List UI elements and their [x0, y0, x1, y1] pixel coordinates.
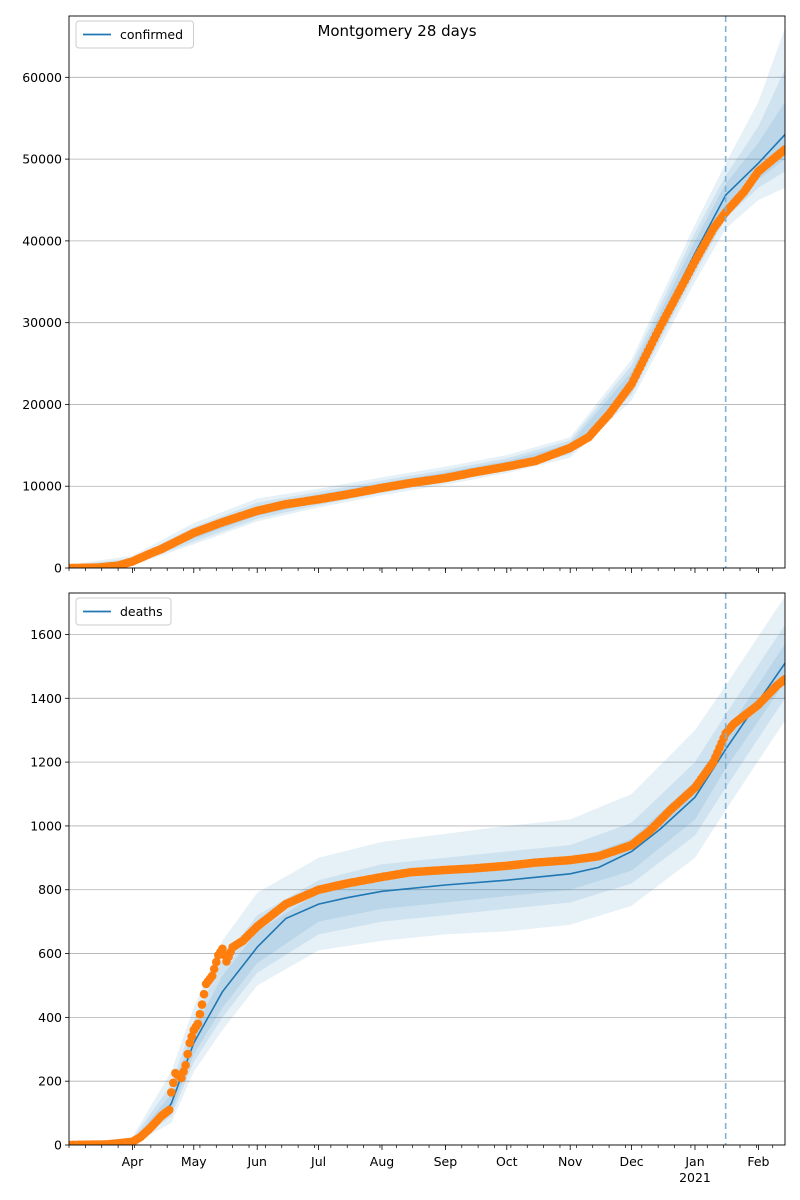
x-tick-label: Dec — [619, 1154, 643, 1169]
observed-point — [183, 1049, 192, 1059]
observed-point — [169, 1078, 178, 1088]
observed-point — [164, 1105, 174, 1115]
observed-point — [181, 1060, 190, 1070]
plot-area — [69, 596, 785, 1145]
confirmed-panel: 0 10000 20000 30000 40000 50000 60000 confirmed — [22, 15, 786, 576]
legend-box — [75, 20, 194, 49]
figure-title: Montgomery 28 days — [317, 22, 476, 40]
deaths-panel: 0 200 400 600 800 1000 1200 1400 1600 Apr May Jun Ju… — [30, 592, 786, 1185]
y-tick-label: 60000 — [22, 70, 62, 85]
x-tick-label: May — [181, 1154, 207, 1169]
x-tick-sublabel: 2021 — [679, 1170, 711, 1185]
uncertainty-band-3 — [69, 644, 785, 1145]
legend-label: confirmed — [120, 27, 183, 42]
observed-point — [167, 1088, 176, 1097]
legend-box — [75, 597, 172, 626]
x-tick-label: Jul — [310, 1154, 326, 1169]
x-tick-label: Apr — [122, 1154, 144, 1169]
observed-point — [209, 964, 219, 974]
x-tick-label: Oct — [496, 1154, 518, 1169]
y-tick-label: 0 — [54, 561, 62, 576]
observed-point — [199, 989, 209, 999]
legend: deaths — [75, 597, 172, 626]
y-tick-label: 40000 — [22, 233, 62, 248]
y-tick-label: 1200 — [30, 755, 62, 770]
axes-frame — [68, 15, 786, 569]
y-tick-label: 30000 — [22, 315, 62, 330]
y-tick-label: 20000 — [22, 397, 62, 412]
observed-points — [69, 145, 785, 568]
x-tick-label: Feb — [747, 1154, 769, 1169]
uncertainty-band-3 — [69, 101, 785, 568]
y-tick-label: 10000 — [22, 479, 62, 494]
y-tick-label: 1400 — [30, 691, 62, 706]
x-tick-label: Jan — [684, 1154, 704, 1169]
legend-label: deaths — [120, 604, 163, 619]
x-tick-label: Aug — [370, 1154, 394, 1169]
x-tick-label: Nov — [558, 1154, 583, 1169]
y-tick-label: 1600 — [30, 627, 62, 642]
y-tick-label: 0 — [54, 1138, 62, 1153]
observed-point — [780, 674, 785, 684]
x-tick-label: Jun — [246, 1154, 267, 1169]
y-tick-label: 600 — [38, 946, 62, 961]
plot-area — [69, 28, 785, 568]
y-tick-label: 200 — [38, 1074, 62, 1089]
observed-points — [69, 674, 785, 1145]
observed-point — [780, 145, 785, 154]
y-tick-label: 800 — [38, 882, 62, 897]
y-tick-label: 1000 — [30, 818, 62, 833]
y-tick-label: 400 — [38, 1010, 62, 1025]
series-line-confirmed — [69, 134, 785, 568]
y-tick-label: 50000 — [22, 152, 62, 167]
uncertainty-band-2 — [69, 624, 785, 1145]
observed-point — [197, 1000, 207, 1009]
uncertainty-band-2 — [69, 69, 785, 568]
x-tick-label: Sep — [434, 1154, 458, 1169]
observed-point — [195, 1009, 205, 1019]
observed-point — [193, 1019, 203, 1029]
legend: confirmed — [75, 20, 194, 49]
observed-point — [212, 957, 221, 967]
observed-point — [207, 971, 217, 981]
axes-frame — [68, 592, 786, 1146]
